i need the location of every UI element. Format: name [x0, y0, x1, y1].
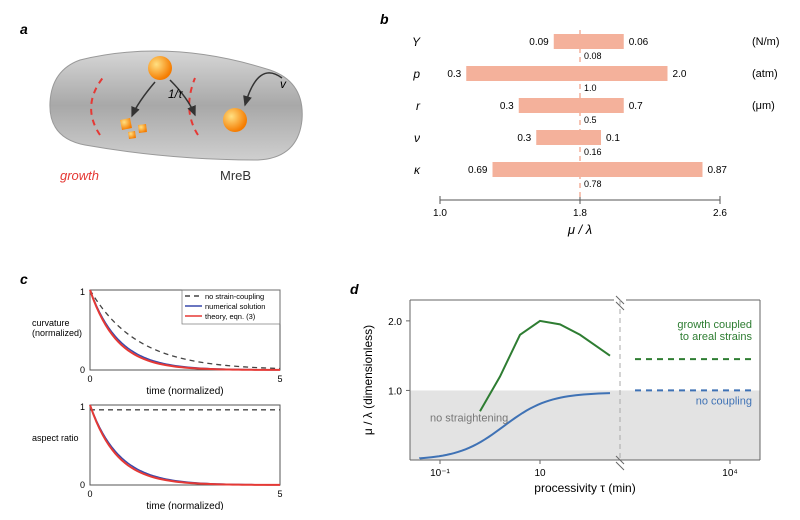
- v-label: v: [280, 77, 287, 91]
- b-unit-1: (atm): [752, 68, 778, 80]
- mreb-label: MreB: [220, 168, 251, 183]
- b-left-0: 0.09: [529, 37, 549, 48]
- b-tick-1: 1.8: [573, 208, 587, 219]
- c-ylabel: curvature: [32, 318, 70, 328]
- b-param-3: ν: [414, 131, 420, 145]
- panel-d: d 1.0 2.0 10⁻¹ 10 10⁴ no straightening growth …: [350, 280, 790, 510]
- d-grey-label: no straightening: [430, 413, 508, 425]
- panel-a: a 1/τ v growth MreB: [20, 20, 320, 200]
- c-num: [90, 405, 280, 485]
- c-frame: [90, 405, 280, 485]
- b-right-1: 2.0: [673, 69, 687, 80]
- svg-text:0: 0: [87, 489, 92, 499]
- svg-text:1: 1: [80, 287, 85, 297]
- b-center-2: 0.5: [584, 115, 597, 125]
- b-right-4: 0.87: [708, 165, 728, 176]
- b-bar-2: [519, 98, 624, 113]
- d-green-label: growth coupled: [677, 319, 752, 331]
- d-xlabel: processivity τ (min): [534, 481, 635, 495]
- c-ylabel: aspect ratio: [32, 433, 79, 443]
- growth-label: growth: [60, 168, 99, 183]
- b-left-1: 0.3: [447, 69, 461, 80]
- tau-label: 1/τ: [168, 87, 184, 101]
- protein-top: [148, 56, 172, 80]
- b-unit-0: (N/m): [752, 36, 780, 48]
- d-ylabel: μ / λ (dimensionless): [361, 325, 375, 435]
- panel-c-label: c: [20, 271, 28, 287]
- fragment-1: [120, 118, 132, 130]
- svg-text:1: 1: [80, 402, 85, 412]
- c-theory: [90, 405, 280, 485]
- fragment-3: [128, 131, 136, 139]
- d-blue-label: no coupling: [696, 395, 752, 407]
- fragment-2: [138, 124, 147, 133]
- svg-text:1.0: 1.0: [388, 386, 402, 397]
- panel-b: b Y 0.09 0.06 0.08 (N/m) p 0.3 2.0 1.0 (atm) r 0.3 0…: [380, 10, 790, 240]
- c-legend-2: theory, eqn. (3): [205, 312, 256, 321]
- b-bar-1: [466, 66, 667, 81]
- b-xlabel: μ / λ: [567, 222, 592, 237]
- c-xlabel: time (normalized): [146, 386, 223, 397]
- b-center-4: 0.78: [584, 179, 602, 189]
- b-right-0: 0.06: [629, 37, 649, 48]
- c-legend-1: numerical solution: [205, 302, 265, 311]
- svg-text:0: 0: [80, 480, 85, 490]
- b-right-2: 0.7: [629, 101, 643, 112]
- b-center-0: 0.08: [584, 51, 602, 61]
- protein-right: [223, 108, 247, 132]
- panel-a-label: a: [20, 21, 28, 37]
- c-ylabel: (normalized): [32, 328, 82, 338]
- c-xlabel: time (normalized): [146, 501, 223, 510]
- b-param-2: r: [416, 99, 421, 113]
- panel-d-label: d: [350, 281, 359, 297]
- b-param-4: κ: [414, 163, 421, 177]
- b-center-1: 1.0: [584, 83, 597, 93]
- b-tick-0: 1.0: [433, 208, 447, 219]
- b-left-4: 0.69: [468, 165, 488, 176]
- c-legend-0: no strain-coupling: [205, 292, 264, 301]
- b-center-3: 0.16: [584, 147, 602, 157]
- svg-text:0: 0: [87, 374, 92, 384]
- b-right-3: 0.1: [606, 133, 620, 144]
- svg-text:5: 5: [277, 489, 282, 499]
- b-param-0: Y: [412, 35, 421, 49]
- b-bar-4: [493, 162, 703, 177]
- panel-b-label: b: [380, 11, 389, 27]
- d-green-label: to areal strains: [680, 331, 753, 343]
- svg-text:5: 5: [277, 374, 282, 384]
- b-param-1: p: [412, 67, 420, 81]
- b-left-3: 0.3: [517, 133, 531, 144]
- b-left-2: 0.3: [500, 101, 514, 112]
- b-unit-2: (μm): [752, 100, 775, 112]
- svg-text:10⁻¹: 10⁻¹: [430, 468, 450, 479]
- b-tick-2: 2.6: [713, 208, 727, 219]
- cell-body: [50, 51, 302, 160]
- svg-text:10⁴: 10⁴: [722, 468, 737, 479]
- svg-text:0: 0: [80, 365, 85, 375]
- b-bar-3: [536, 130, 601, 145]
- panel-c: c 1005time (normalized)curvature(normali…: [20, 270, 320, 510]
- svg-text:10: 10: [534, 468, 546, 479]
- b-bar-0: [554, 34, 624, 49]
- svg-text:2.0: 2.0: [388, 317, 402, 328]
